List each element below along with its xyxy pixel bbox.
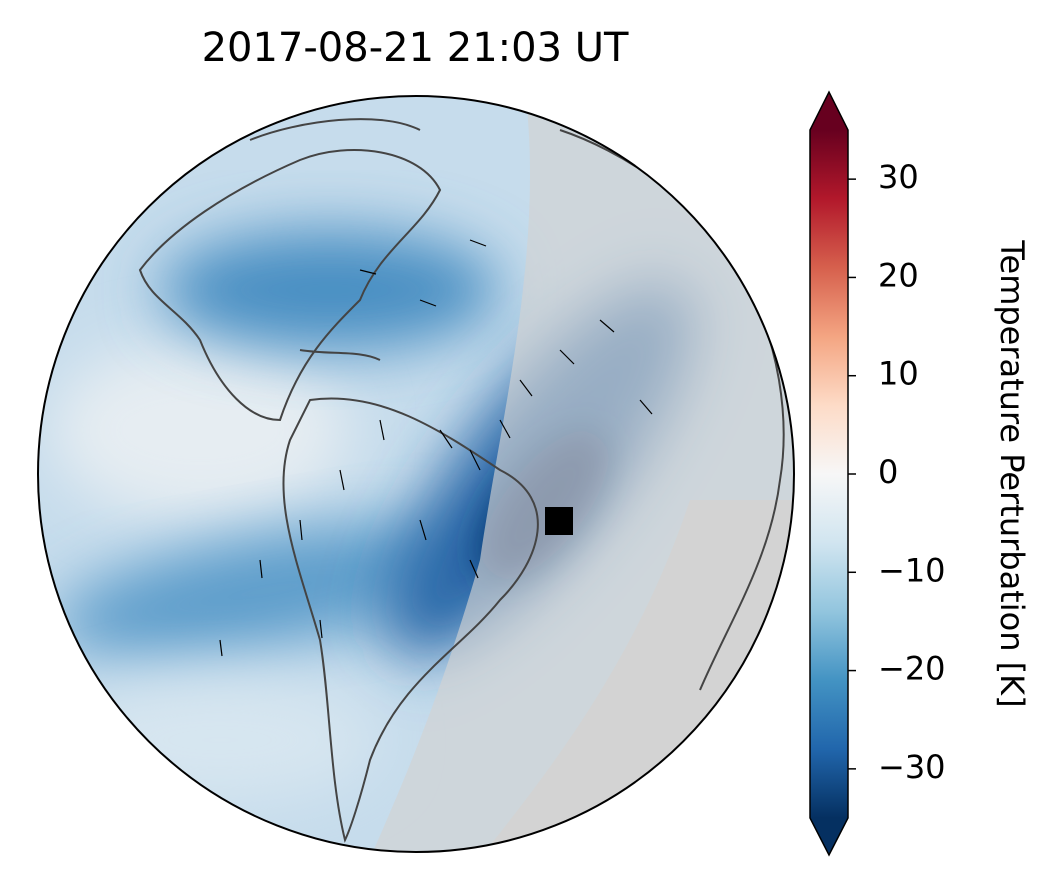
colorbar-tick-label: 30 <box>878 158 919 196</box>
colorbar-tick-label: 10 <box>878 355 919 393</box>
colorbar-label: Temperature Perturbation [K] <box>993 239 1031 707</box>
colorbar-outline <box>809 90 849 857</box>
colorbar-tick-label: −30 <box>878 748 946 786</box>
colorbar-extend-bottom <box>810 818 848 855</box>
colorbar-tick-label: 0 <box>878 453 898 491</box>
colorbar-tick-label: 20 <box>878 256 919 294</box>
colorbar: 30 20 10 0 −10 −20 −30 <box>809 90 946 857</box>
colorbar-tick-label: −20 <box>878 650 946 688</box>
colorbar-extend-top <box>810 92 848 130</box>
globe-outline <box>37 95 795 853</box>
colorbar-tick-label: −10 <box>878 551 946 589</box>
map-title: 2017-08-21 21:03 UT <box>202 25 629 71</box>
colorbar-body <box>810 130 848 818</box>
